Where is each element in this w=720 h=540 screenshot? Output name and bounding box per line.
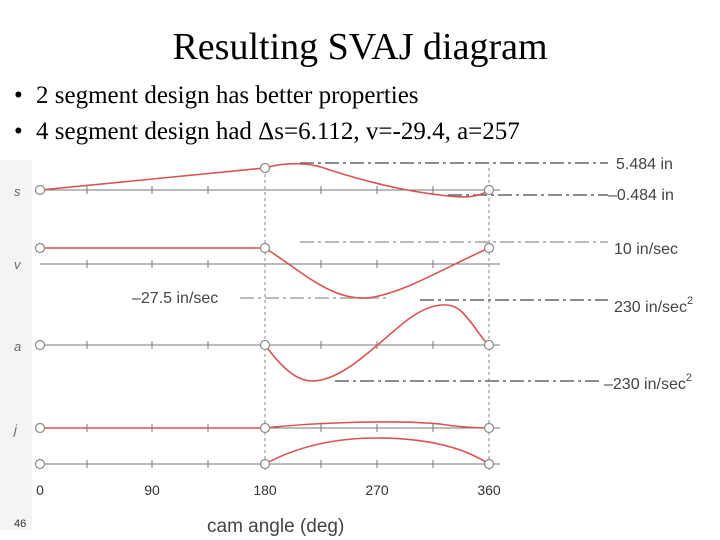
point-marker [34,184,46,196]
point-marker [34,458,46,470]
point-marker [34,422,46,434]
row-label-j: j [12,422,18,437]
value-a-min-text: –230 in/sec [604,376,686,393]
value-a-max-exp: 2 [687,295,693,307]
bullet-text: 4 segment design had Δs=6.112, v=-29.4, … [36,118,520,145]
x-tick-label: 360 [477,482,501,498]
bullet-dot-icon: • [14,82,23,109]
bullet-list: • 2 segment design has better properties … [14,78,714,150]
point-marker [259,242,271,254]
s-curve [39,162,490,198]
svaj-diagram: s v a j 5.484 in –0.484 in 10 in/sec –27… [0,156,693,530]
point-marker [259,162,271,174]
value-a-min-exp: 2 [686,372,692,384]
bullet-item: • 2 segment design has better properties [14,78,714,114]
point-marker [483,242,495,254]
j-curve-upper [40,421,490,429]
point-marker [483,339,495,351]
row-label-v: v [14,257,22,272]
point-marker [34,242,46,254]
slide-title: Resulting SVAJ diagram [172,26,548,68]
point-marker [259,339,271,351]
a-curve [264,304,490,382]
axis-s [40,186,500,194]
point-marker [483,184,495,196]
point-marker [483,422,495,434]
point-marker [34,339,46,351]
value-a-min: –230 in/sec2 [604,372,692,393]
value-a-max: 230 in/sec2 [614,295,693,316]
page-number: 46 [14,518,27,530]
left-panel [0,160,32,530]
x-tick-label: 90 [144,482,160,498]
value-v-max: 10 in/sec [614,241,678,258]
x-tick-label: 0 [36,482,44,498]
bullet-item: • 4 segment design had Δs=6.112, v=-29.4,… [14,114,714,150]
row-label-s: s [14,184,21,199]
bullet-dot-icon: • [14,118,23,145]
row-label-a: a [14,339,21,354]
bullet-text: 2 segment design has better properties [36,82,419,109]
value-v-min: –27.5 in/sec [132,290,218,307]
axis-v [40,260,500,268]
value-s-min: –0.484 in [608,187,674,204]
value-a-max-text: 230 in/sec [614,299,687,316]
value-s-max: 5.484 in [616,156,673,173]
x-tick-label: 270 [365,482,389,498]
j-curve-lower [264,437,490,465]
x-axis-title: cam angle (deg) [207,516,345,537]
point-marker [483,458,495,470]
v-curve [264,247,490,299]
point-marker [259,458,271,470]
point-marker [259,422,271,434]
x-tick-label: 180 [253,482,277,498]
